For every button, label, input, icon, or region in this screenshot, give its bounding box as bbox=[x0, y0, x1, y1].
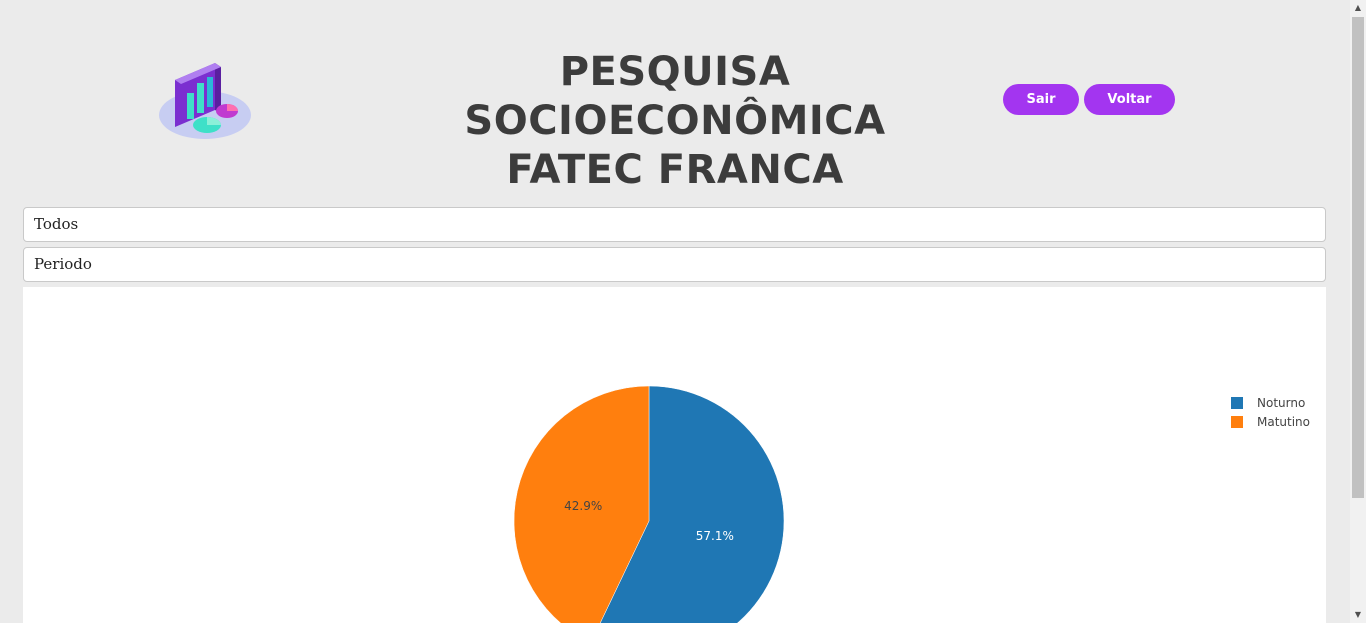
pie-label-noturno: 57.1% bbox=[696, 529, 734, 543]
back-button[interactable]: Voltar bbox=[1084, 84, 1175, 115]
legend-swatch bbox=[1231, 396, 1243, 409]
question-filter-select[interactable]: Periodo bbox=[23, 247, 1326, 282]
page-title: PESQUISA SOCIOECONÔMICA FATEC FRANCA bbox=[370, 48, 980, 195]
vertical-scrollbar[interactable]: ▲ ▼ bbox=[1350, 0, 1366, 623]
pie-label-matutino: 42.9% bbox=[564, 499, 602, 513]
chart-legend: Noturno Matutino bbox=[1231, 393, 1310, 431]
page-header: PESQUISA SOCIOECONÔMICA FATEC FRANCA Sai… bbox=[0, 0, 1350, 193]
legend-item-noturno[interactable]: Noturno bbox=[1231, 393, 1310, 412]
group-filter-select[interactable]: Todos bbox=[23, 207, 1326, 242]
legend-item-matutino[interactable]: Matutino bbox=[1231, 412, 1310, 431]
logout-button[interactable]: Sair bbox=[1003, 84, 1079, 115]
scroll-up-arrow-icon[interactable]: ▲ bbox=[1354, 3, 1362, 12]
title-line-2: FATEC FRANCA bbox=[506, 147, 844, 193]
pie-slice-matutino[interactable] bbox=[513, 385, 650, 623]
pie-chart: 57.1% 42.9% bbox=[513, 385, 785, 623]
legend-label: Noturno bbox=[1257, 395, 1306, 410]
scrollbar-thumb[interactable] bbox=[1352, 17, 1364, 498]
legend-label: Matutino bbox=[1257, 414, 1311, 429]
analytics-chart-icon bbox=[155, 55, 255, 145]
title-line-1: PESQUISA SOCIOECONÔMICA bbox=[464, 49, 886, 144]
scroll-down-arrow-icon[interactable]: ▼ bbox=[1354, 610, 1362, 619]
legend-swatch bbox=[1231, 415, 1243, 428]
pie-slice-noturno[interactable] bbox=[591, 385, 785, 623]
chart-panel: 57.1% 42.9% Noturno Matutino bbox=[23, 287, 1326, 623]
